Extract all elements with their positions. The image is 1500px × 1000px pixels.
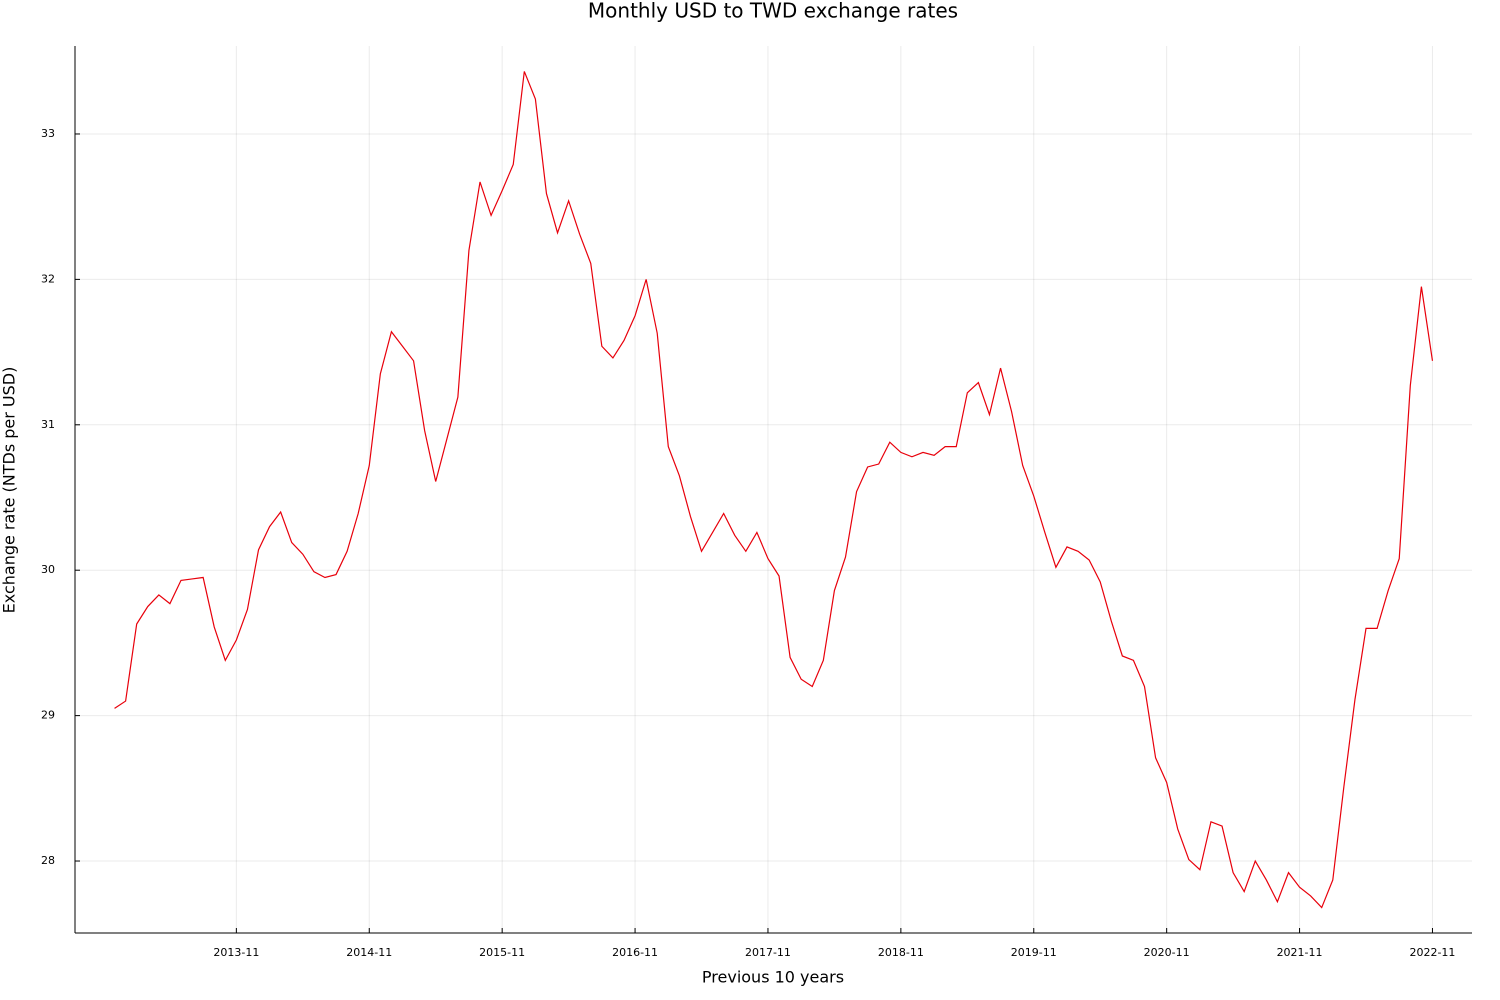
data-line (114, 71, 1434, 909)
x-tick-label: 2019-11 (1011, 946, 1057, 959)
y-tick-label: 29 (41, 709, 55, 722)
x-tick-label: 2020-11 (1144, 946, 1190, 959)
y-axis-label: Exchange rate (NTDs per USD) (0, 367, 19, 614)
x-tick-label: 2016-11 (612, 946, 658, 959)
y-tick-label: 31 (41, 418, 55, 431)
x-tick-label: 2022-11 (1409, 946, 1455, 959)
x-tick-label: 2015-11 (479, 946, 525, 959)
x-axis-label: Previous 10 years (702, 968, 844, 987)
chart-title: Monthly USD to TWD exchange rates (588, 0, 958, 23)
y-tick-label: 33 (41, 127, 55, 140)
y-tick-label: 28 (41, 854, 55, 867)
x-tick-label: 2013-11 (213, 946, 259, 959)
y-tick-label: 32 (41, 272, 55, 285)
x-tick-label: 2014-11 (346, 946, 392, 959)
x-tick-label: 2018-11 (878, 946, 924, 959)
y-tick-label: 30 (41, 563, 55, 576)
x-tick-label: 2021-11 (1277, 946, 1323, 959)
x-tick-label: 2017-11 (745, 946, 791, 959)
